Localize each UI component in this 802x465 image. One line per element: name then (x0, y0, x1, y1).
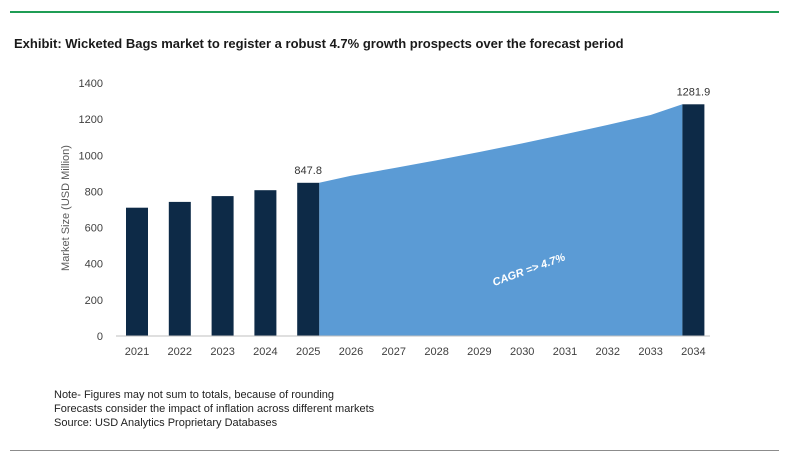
market-size-chart: 0 200 400 600 800 1000 1200 1400 2021 2022 2023 20… (60, 78, 711, 358)
forecast-area (319, 104, 683, 336)
y-tick-label: 1200 (79, 114, 103, 126)
bar-2022 (168, 201, 191, 336)
x-tick-label: 2033 (638, 346, 662, 358)
y-tick-label: 1400 (79, 78, 103, 90)
x-tick-label: 2022 (168, 346, 192, 358)
data-label-2025: 847.8 (294, 165, 322, 177)
x-tick-label: 2024 (253, 346, 277, 358)
x-tick-label: 2023 (210, 346, 234, 358)
x-tick-label: 2029 (467, 346, 491, 358)
x-tick-label: 2030 (510, 346, 534, 358)
y-tick-label: 800 (85, 186, 103, 198)
x-tick-label: 2025 (296, 346, 320, 358)
x-tick-label: 2027 (382, 346, 406, 358)
x-tick-label: 2021 (125, 346, 149, 358)
x-tick-label: 2028 (424, 346, 448, 358)
y-tick-label: 600 (85, 223, 103, 235)
y-tick-label: 0 (97, 331, 103, 343)
note-source: Source: USD Analytics Proprietary Databa… (54, 417, 278, 429)
x-tick-label: 2026 (339, 346, 363, 358)
bar-2023 (211, 196, 234, 336)
bar-2024 (254, 190, 277, 336)
top-divider (10, 11, 779, 13)
y-axis-title: Market Size (USD Million) (60, 145, 72, 271)
bar-2025 (297, 182, 320, 336)
note-rounding: Note- Figures may not sum to totals, bec… (54, 389, 335, 401)
x-tick-label: 2034 (681, 346, 705, 358)
y-tick-label: 400 (85, 259, 103, 271)
y-tick-label: 200 (85, 295, 103, 307)
bar-2021 (126, 207, 148, 336)
data-label-2034: 1281.9 (677, 86, 711, 98)
x-tick-label: 2032 (596, 346, 620, 358)
bottom-divider (10, 450, 779, 451)
chart-title: Exhibit: Wicketed Bags market to registe… (14, 36, 624, 51)
note-inflation: Forecasts consider the impact of inflati… (54, 403, 375, 415)
x-tick-label: 2031 (553, 346, 577, 358)
y-tick-label: 1000 (79, 150, 103, 162)
bar-2034 (682, 104, 705, 336)
chart-notes: Note- Figures may not sum to totals, bec… (54, 388, 374, 430)
